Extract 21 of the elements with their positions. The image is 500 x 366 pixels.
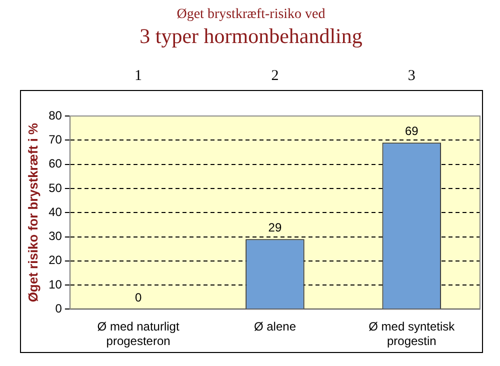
y-tick-label: 10 xyxy=(48,277,62,292)
data-label: 0 xyxy=(134,290,142,305)
text: 3 xyxy=(408,68,416,84)
x-tick-label: Ø med naturligt progesteron xyxy=(97,320,180,348)
data-label: 69 xyxy=(404,124,419,138)
x-tick-label: Ø med syntetisk progestin xyxy=(368,320,456,348)
y-tick-label: 70 xyxy=(48,132,62,146)
y-tick-label: 50 xyxy=(48,180,62,195)
y-tick-label: 40 xyxy=(48,204,62,219)
text: 2 xyxy=(271,68,279,84)
chart-title: Øget brystkræft-risiko ved xyxy=(176,7,326,22)
chart-subtitle: 3 typer hormonbehandling xyxy=(140,24,363,48)
data-label: 29 xyxy=(268,220,282,234)
text: 1 xyxy=(134,68,142,84)
y-tick-label: 0 xyxy=(55,302,62,316)
y-tick-label: 60 xyxy=(48,156,62,171)
y-tick-label: 80 xyxy=(48,108,62,122)
x-tick-label: Ø alene xyxy=(254,320,296,334)
y-axis-title: Øget risiko for brystkræft i % xyxy=(25,122,40,302)
y-tick-label: 30 xyxy=(48,229,62,244)
y-tick-label: 20 xyxy=(48,253,62,268)
